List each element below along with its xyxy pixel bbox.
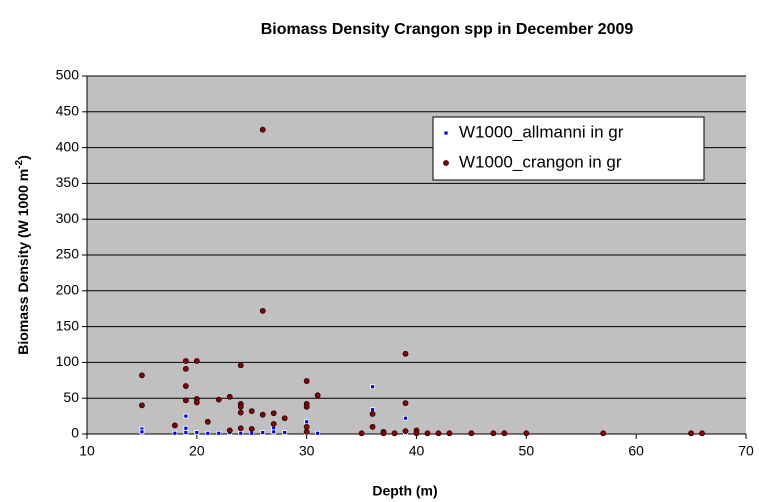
x-tick-label: 60 (628, 443, 644, 459)
point (490, 430, 497, 437)
point (248, 426, 255, 432)
point (226, 427, 233, 434)
x-tick-label: 30 (299, 443, 315, 459)
y-tick-label: 100 (56, 353, 80, 369)
point (303, 378, 310, 384)
point (501, 430, 508, 437)
point (281, 415, 288, 422)
point (699, 430, 705, 437)
x-tick-label: 20 (189, 443, 205, 459)
y-axis-title-end: ) (15, 155, 31, 160)
y-tick-label: 450 (56, 103, 80, 119)
point (303, 423, 310, 430)
point (182, 383, 189, 389)
y-tick-label: 250 (56, 246, 80, 262)
point (260, 430, 266, 435)
point (183, 413, 189, 419)
y-axis-title: Biomass Density (W 1000 m-2) (14, 155, 31, 355)
legend-label: W1000_allmanni in gr (459, 122, 624, 141)
point (282, 430, 288, 435)
x-tick-label: 70 (738, 443, 754, 459)
point (139, 429, 145, 435)
y-tick-label: 0 (71, 425, 79, 441)
legend: W1000_allmanni in gr W1000_crangon in gr (432, 116, 705, 181)
point (688, 430, 694, 437)
point (446, 430, 453, 437)
point (315, 430, 321, 436)
point (304, 419, 310, 425)
point (204, 418, 211, 425)
point (226, 393, 233, 400)
x-tick-label: 10 (79, 443, 95, 459)
point (303, 428, 310, 435)
point (183, 430, 189, 435)
point (402, 350, 409, 357)
point (139, 402, 145, 409)
point (523, 430, 530, 437)
point (391, 430, 398, 437)
y-tick-label: 150 (56, 317, 80, 333)
point (259, 307, 266, 314)
y-tick-label: 400 (56, 138, 80, 154)
point (182, 365, 189, 372)
y-tick-label: 200 (56, 282, 80, 298)
legend-marker (443, 160, 449, 166)
point (172, 430, 178, 436)
point (193, 399, 200, 406)
point (380, 430, 387, 437)
y-tick-label: 500 (56, 67, 80, 83)
point (468, 430, 475, 437)
legend-box (432, 116, 705, 181)
point (238, 430, 244, 436)
point (182, 358, 189, 364)
y-axis-title-sup: -2 (14, 159, 25, 168)
point (216, 430, 222, 436)
point (139, 372, 145, 379)
point (402, 400, 409, 407)
point (237, 362, 244, 369)
point (600, 430, 607, 437)
point (259, 126, 266, 133)
point (314, 392, 321, 399)
point (182, 397, 189, 404)
point (303, 403, 310, 410)
point (205, 430, 211, 436)
point (270, 410, 277, 417)
point (237, 425, 244, 432)
point (413, 430, 420, 437)
point (248, 408, 255, 414)
point (424, 430, 431, 437)
point (271, 429, 277, 435)
legend-label: W1000_crangon in gr (459, 152, 622, 171)
point (194, 430, 200, 435)
x-axis-title: Depth (m) (372, 483, 437, 499)
point (259, 411, 266, 418)
x-tick-label: 50 (519, 443, 535, 459)
point (183, 425, 189, 431)
point (237, 403, 244, 410)
chart-title: Biomass Density Crangon spp in December … (261, 21, 634, 38)
point (369, 423, 376, 430)
y-tick-label: 300 (56, 210, 80, 226)
y-axis-title-main: Biomass Density (W 1000 m (15, 169, 31, 355)
point (193, 358, 200, 364)
point (403, 415, 408, 421)
point (402, 428, 409, 435)
x-tick-label: 40 (409, 443, 425, 459)
legend-marker (443, 130, 449, 136)
point (435, 430, 442, 437)
point (270, 421, 277, 427)
point (237, 409, 244, 416)
y-tick-label: 350 (56, 174, 80, 190)
point (171, 422, 178, 429)
point (370, 384, 375, 390)
point (358, 430, 365, 437)
point (369, 411, 376, 417)
y-tick-label: 50 (63, 389, 79, 405)
point (215, 396, 222, 403)
